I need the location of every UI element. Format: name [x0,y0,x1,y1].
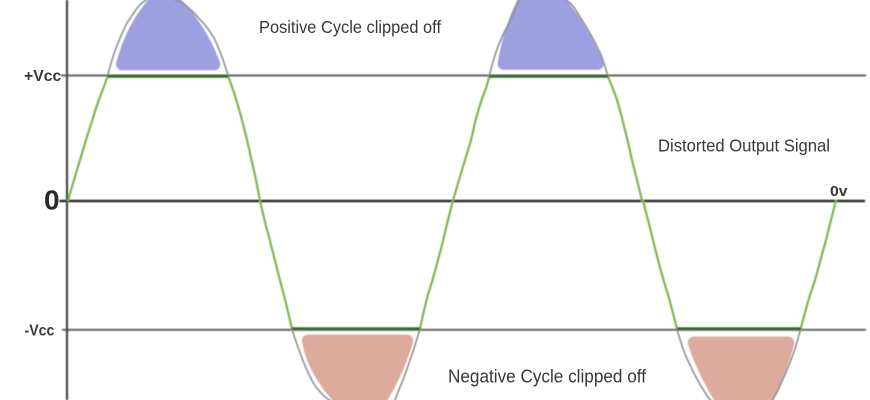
svg-text:Negative Cycle clipped off: Negative Cycle clipped off [448,367,647,387]
svg-text:0: 0 [44,185,60,216]
svg-text:-Vcc: -Vcc [25,322,55,339]
svg-text:0v: 0v [830,183,848,200]
svg-text:+Vcc: +Vcc [24,68,61,85]
svg-text:Distorted Output Signal: Distorted Output Signal [658,136,830,156]
svg-text:Positive Cycle clipped off: Positive Cycle clipped off [259,17,441,37]
